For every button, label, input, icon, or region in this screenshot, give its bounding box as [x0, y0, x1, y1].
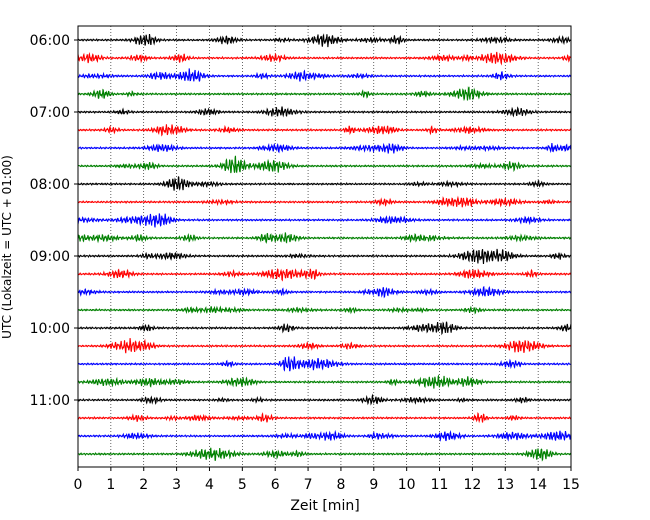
trace-0815: [77, 195, 572, 208]
y-tick-label: 09:00: [30, 249, 70, 265]
x-tick-label: 13: [496, 477, 514, 493]
trace-0800: [77, 176, 572, 191]
trace-0715: [77, 124, 572, 137]
x-tick-label: 0: [74, 477, 83, 493]
trace-1115: [77, 412, 572, 424]
trace-0630: [77, 68, 572, 82]
trace-0915: [77, 268, 572, 282]
y-axis-label: UTC (Lokalzeit = UTC + 01:00): [0, 155, 14, 339]
plot-frame: [77, 25, 572, 468]
x-tick-label: 15: [562, 477, 580, 493]
trace-0930: [77, 286, 572, 299]
trace-0730: [77, 142, 572, 154]
y-tick-label: 11:00: [30, 393, 70, 409]
x-tick-label: 8: [336, 477, 345, 493]
trace-1015: [77, 338, 572, 354]
x-tick-label: 6: [271, 477, 280, 493]
trace-1100: [77, 393, 572, 406]
trace-0600: [77, 33, 572, 48]
trace-0900: [77, 248, 572, 265]
x-tick-label: 9: [369, 477, 378, 493]
x-tick-label: 2: [139, 477, 148, 493]
trace-1045: [77, 374, 572, 389]
trace-1000: [77, 321, 572, 336]
y-axis-ticks: 06:00 07:00 08:00 09:00 10:00 11:00: [30, 33, 78, 409]
x-tick-label: 3: [172, 477, 181, 493]
y-tick-label: 07:00: [30, 105, 70, 121]
x-tick-label: 1: [106, 477, 115, 493]
trace-0830: [77, 213, 572, 228]
trace-1130: [77, 429, 572, 442]
trace-0645: [77, 86, 572, 102]
x-tick-label: 10: [398, 477, 416, 493]
trace-0845: [77, 232, 572, 244]
trace-0945: [77, 305, 572, 315]
x-axis-label: Zeit [min]: [290, 498, 359, 514]
y-tick-label: 10:00: [30, 321, 70, 337]
traces-group: [77, 33, 572, 462]
trace-0745: [77, 155, 572, 174]
x-tick-label: 4: [205, 477, 214, 493]
x-tick-label: 12: [463, 477, 481, 493]
x-tick-label: 11: [431, 477, 449, 493]
x-tick-label: 5: [238, 477, 247, 493]
y-tick-label: 06:00: [30, 33, 70, 49]
x-axis-ticks: 0 1 2 3 4 5 6 7 8 9 10 11 12 13 14 15: [74, 467, 580, 493]
y-tick-label: 08:00: [30, 177, 70, 193]
trace-0615: [77, 51, 572, 66]
trace-1145: [77, 447, 572, 462]
x-tick-label: 7: [304, 477, 313, 493]
trace-1030: [77, 356, 572, 372]
trace-0700: [77, 106, 572, 118]
x-tick-label: 14: [529, 477, 547, 493]
